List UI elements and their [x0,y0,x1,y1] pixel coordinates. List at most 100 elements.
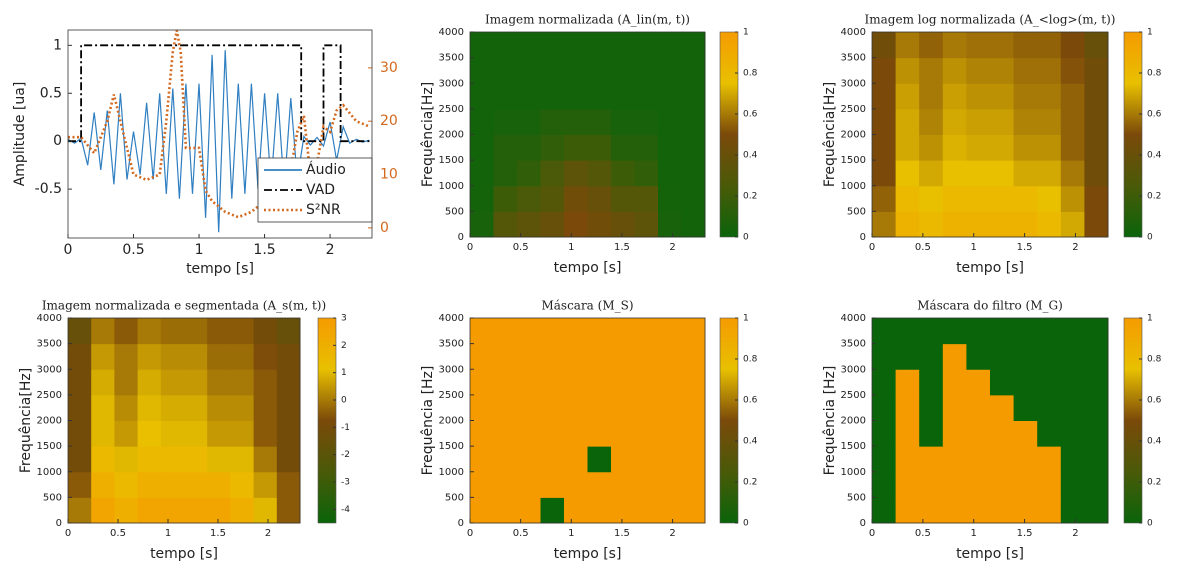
heatmap-cell [895,369,920,396]
x-tick-label: 0 [869,242,875,253]
heatmap-cell [919,420,944,447]
heatmap-cell [184,318,208,345]
heatmap-cell [681,211,706,238]
heatmap-cell [872,32,897,59]
y-tick-label: 0 [53,133,62,149]
heatmap-cell [919,134,944,161]
heatmap-cell [611,160,635,187]
heatmap-cell [517,185,541,212]
heatmap-cell [517,420,541,447]
heatmap-cell [895,318,920,345]
y-tick-label: 3000 [439,78,464,89]
heatmap-cell [493,32,518,59]
heatmap-cell [517,160,541,187]
heatmap-cell [919,185,944,212]
heatmap-cell [1037,369,1062,396]
heatmap-cell [990,57,1015,84]
heatmap-cell [872,497,897,524]
x-axis-label: tempo [s] [554,546,622,562]
heatmap-cell [564,83,588,110]
heatmap-cell [942,497,967,524]
heatmap-cell [658,394,682,421]
heatmap-cell [517,57,541,84]
series-line [68,50,370,233]
heatmap-cell [184,497,208,524]
heatmap-cell [681,471,706,498]
heatmap-cell [470,446,494,473]
y-tick-label: 500 [445,492,464,503]
heatmap-cell [68,343,92,370]
heatmap-cell [990,318,1015,345]
heatmap-cell [564,446,588,473]
heatmap-cell [1013,471,1038,498]
heatmap-cell [966,497,991,524]
heatmap-cell [1037,185,1062,212]
y-tick-label: 4000 [37,313,62,324]
heatmap-cell [184,420,208,447]
heatmap-cell [681,57,706,84]
heatmap-cell [611,394,635,421]
heatmap-cell [990,343,1015,370]
heatmap-cell [966,394,991,421]
heatmap-cell [1037,471,1062,498]
series-line [68,44,370,143]
heatmap-cell [564,471,588,498]
heatmap-cell [470,318,494,345]
heatmap-cell [942,57,967,84]
x-tick-label: 1 [568,528,574,539]
heatmap-cell [919,318,944,345]
heatmap-cell [91,471,115,498]
heatmap-cell [91,369,115,396]
heatmap-cell [540,211,565,238]
heatmap-cell [990,83,1015,110]
heatmap-cell [681,160,706,187]
heatmap-cell [114,420,139,447]
heatmap-cell [517,394,541,421]
x-tick-label: 0 [65,528,71,539]
heatmap-cell [587,471,612,498]
x-tick-label: 0 [64,242,73,258]
y-tick-label: 1500 [841,441,866,452]
x-tick-label: 2 [1072,528,1078,539]
y-tick-label: 2500 [439,104,464,115]
heatmap-cell [872,420,897,447]
y-tick-label: 1 [53,37,62,53]
heatmap-cell [540,57,565,84]
heatmap-cell [470,471,494,498]
heatmap-cell [634,211,659,238]
heatmap-cell [942,134,967,161]
heatmap-cell [230,369,255,396]
heatmap-cell [493,446,518,473]
heatmap-cell [966,185,991,212]
y-tick-label: 1500 [439,155,464,166]
heatmap-cell [160,471,185,498]
heatmap-cell [207,343,231,370]
panel-title: Imagem normalizada (A_lin(m, t)) [485,13,690,27]
colorbar [719,31,739,238]
x-tick-label: 0.5 [122,242,144,258]
heatmap-cell [470,134,494,161]
heatmap-cell [587,394,612,421]
heatmap-cell [470,369,494,396]
colorbar-tick-label: -1 [341,423,350,433]
heatmap-cell [470,394,494,421]
y-axis-label: Frequência[Hz] [420,82,436,187]
heatmap-cell [1060,108,1085,135]
heatmap-cell [160,369,185,396]
heatmap-cell [611,32,635,59]
heatmap-cell [253,471,278,498]
heatmap-cell [1037,343,1062,370]
y-tick-label: 500 [445,206,464,217]
y-tick-label: 3000 [841,364,866,375]
heatmap-cell [587,32,612,59]
heatmap-cell [493,471,518,498]
colorbar-tick-label: 1 [743,314,749,324]
y-tick-label: 4000 [841,313,866,324]
heatmap-cell [872,343,897,370]
heatmap-cell [681,318,706,345]
heatmap-cell [634,108,659,135]
heatmap-cell [634,394,659,421]
heatmap-cell [1037,108,1062,135]
heatmap-cell [872,108,897,135]
heatmap-cell [990,369,1015,396]
